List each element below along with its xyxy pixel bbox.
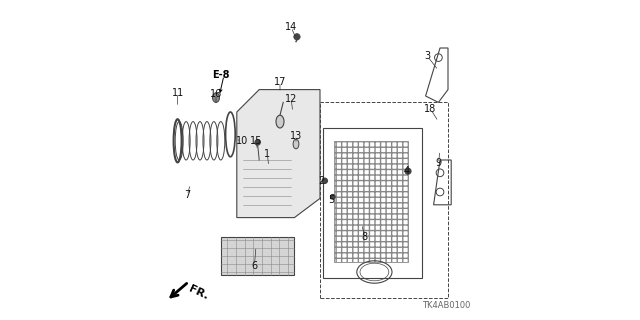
Text: 17: 17 [274,76,286,87]
Ellipse shape [212,93,220,102]
Text: 11: 11 [172,88,184,98]
Circle shape [330,195,335,199]
Circle shape [323,178,328,183]
Text: 2: 2 [319,176,324,186]
Text: 5: 5 [328,195,334,205]
Text: 14: 14 [285,22,298,32]
Polygon shape [237,90,320,218]
Circle shape [405,168,411,174]
Text: 10: 10 [236,136,248,146]
Text: 9: 9 [435,158,442,168]
Text: 13: 13 [290,131,302,141]
Text: 3: 3 [424,51,430,61]
Ellipse shape [293,139,299,149]
Text: 4: 4 [403,166,410,176]
Bar [334,141,408,262]
Bar [221,237,294,275]
Text: 7: 7 [184,190,190,200]
Ellipse shape [276,115,284,128]
Text: 6: 6 [252,260,257,271]
Text: TK4AB0100: TK4AB0100 [422,301,470,310]
Text: 12: 12 [285,94,298,104]
Circle shape [255,140,260,145]
Text: 16: 16 [210,89,222,100]
Text: 15: 15 [250,136,262,146]
Text: 8: 8 [362,232,368,242]
Text: E-8: E-8 [212,70,230,80]
Circle shape [294,34,300,40]
Text: FR.: FR. [187,284,210,302]
Text: 1: 1 [264,148,270,159]
Text: 18: 18 [424,104,436,114]
